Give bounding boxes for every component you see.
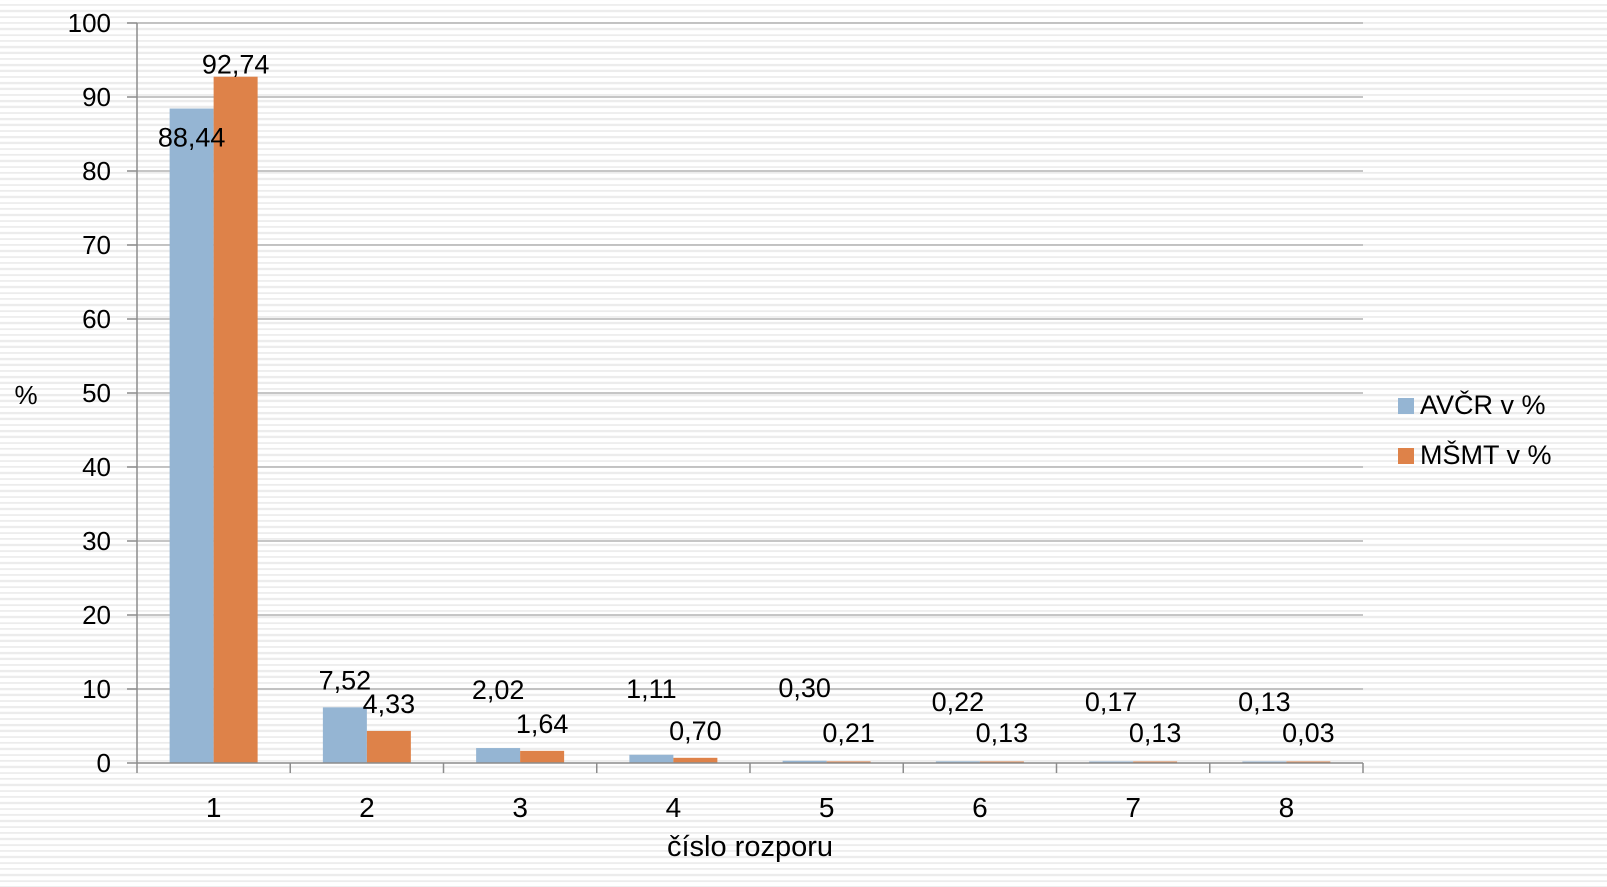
legend-label-msmt: MŠMT v %	[1420, 439, 1552, 470]
data-label: 0,22	[932, 687, 985, 717]
x-tick-label: 2	[359, 792, 375, 823]
y-tick-label: 20	[82, 600, 111, 630]
bar-avcr-4	[629, 754, 674, 763]
y-axis-label: %	[14, 380, 37, 410]
bar-msmt-4	[673, 757, 718, 763]
y-tick-label: 80	[82, 156, 111, 186]
legend-swatch-avcr	[1398, 398, 1414, 414]
legend-item-msmt: MŠMT v %	[1398, 439, 1552, 470]
x-tick-label: 1	[206, 792, 222, 823]
y-tick-label: 0	[97, 748, 111, 778]
x-tick-label: 7	[1125, 792, 1141, 823]
y-tick-label: 70	[82, 230, 111, 260]
bar-msmt-5	[826, 761, 871, 763]
data-label: 1,11	[626, 674, 677, 704]
grid-lines	[137, 22, 1363, 690]
bar-msmt-2	[366, 730, 411, 763]
data-label: 88,44	[158, 123, 226, 153]
x-tick-label: 3	[512, 792, 528, 823]
x-axis-label: číslo rozporu	[667, 831, 833, 863]
data-label: 2,02	[472, 675, 525, 705]
bar-avcr-1	[169, 108, 214, 763]
data-label: 0,30	[778, 673, 831, 703]
y-tick-label: 30	[82, 526, 111, 556]
data-label: 1,64	[516, 709, 569, 739]
data-label: 0,21	[822, 718, 875, 748]
bar-msmt-1	[213, 76, 258, 763]
data-label: 0,03	[1282, 718, 1335, 748]
x-tick-label: 6	[972, 792, 988, 823]
y-tick-label: 10	[82, 674, 111, 704]
data-label: 4,33	[363, 689, 416, 719]
x-tick-label: 5	[819, 792, 835, 823]
data-label: 0,13	[1129, 718, 1182, 748]
bar-avcr-2	[322, 707, 367, 763]
bar-avcr-3	[476, 748, 521, 763]
x-tick-label: 4	[666, 792, 682, 823]
data-label: 7,52	[319, 665, 372, 695]
y-tick-label: 40	[82, 452, 111, 482]
data-label: 0,13	[1238, 687, 1291, 717]
data-label: 0,17	[1085, 687, 1138, 717]
axes: 0 10 20 30 40 50 60 70 80 90 100 1 2 3 4 5 6 7 8	[68, 8, 1364, 823]
data-label: 0,70	[669, 716, 722, 746]
bar-avcr-5	[782, 760, 827, 763]
y-tick-label: 90	[82, 82, 111, 112]
legend-label-avcr: AVČR v %	[1420, 389, 1546, 420]
data-labels: 88,447,52 2,02 1,11 0,30 0,22 0,17 0,1392,744,…	[158, 50, 1335, 748]
data-label: 0,13	[976, 718, 1029, 748]
y-tick-label: 50	[82, 378, 111, 408]
bar-avcr-6	[935, 761, 980, 763]
y-tick-label: 100	[68, 8, 111, 38]
x-tick-label: 8	[1279, 792, 1295, 823]
legend-swatch-msmt	[1398, 448, 1414, 464]
y-tick-label: 60	[82, 304, 111, 334]
bars	[169, 76, 1331, 763]
data-label: 92,74	[202, 50, 270, 80]
legend-item-avcr: AVČR v %	[1398, 389, 1546, 420]
legend: AVČR v % MŠMT v %	[1398, 389, 1552, 470]
bar-msmt-3	[520, 750, 565, 763]
